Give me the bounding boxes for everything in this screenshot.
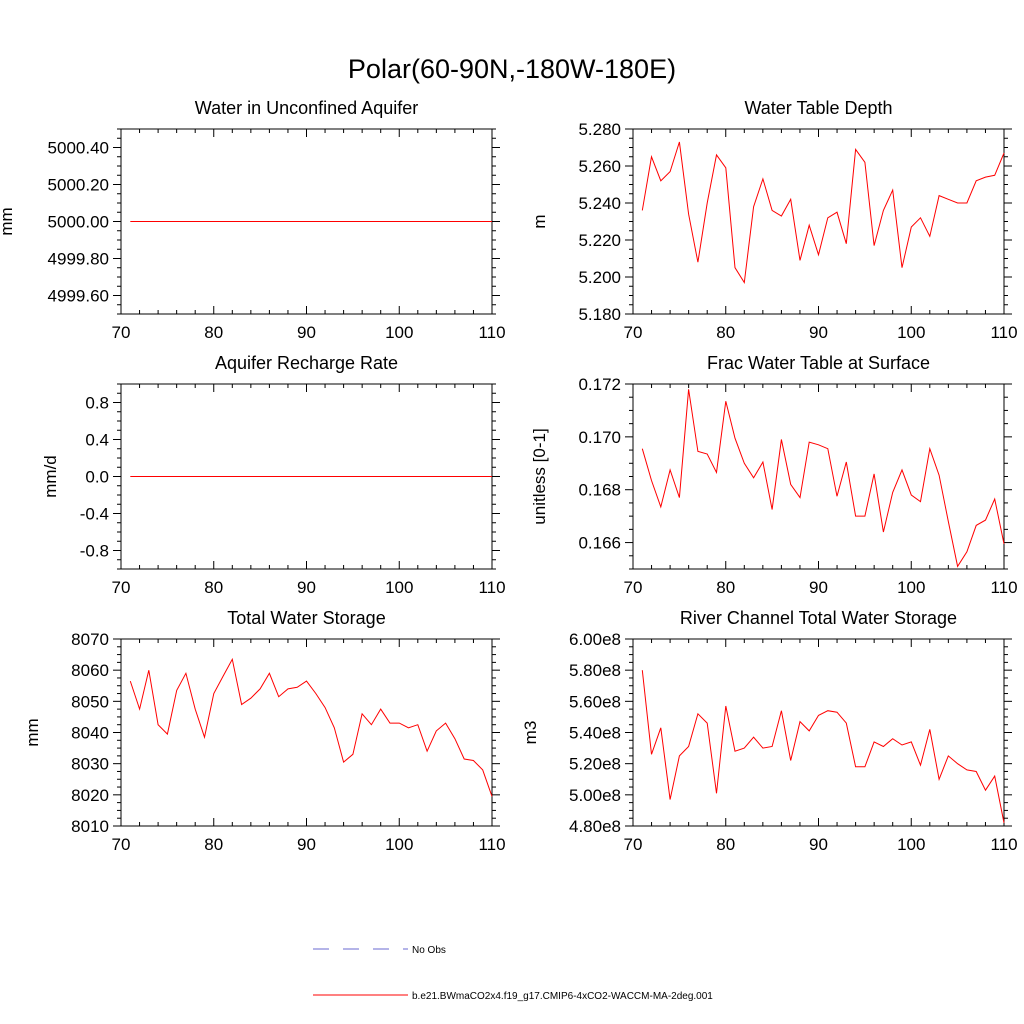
y-tick-label: 5.260 [578, 157, 621, 176]
x-tick-label: 100 [897, 323, 925, 342]
panel-title: Total Water Storage [227, 608, 385, 628]
chart-panel-6: River Channel Total Water Storage 70 80 90 1… [521, 608, 1018, 854]
x-tick-label: 80 [204, 835, 223, 854]
y-axis-label: mm [0, 207, 16, 235]
x-tick-label: 90 [809, 835, 828, 854]
panel-title: Water Table Depth [744, 98, 892, 118]
x-tick-label: 80 [204, 578, 223, 597]
x-tick-label: 70 [624, 323, 643, 342]
legend: No Obs b.e21.BWmaCO2x4.f19_g17.CMIP6-4xC… [313, 945, 713, 1002]
x-tick-label: 80 [716, 323, 735, 342]
y-tick-label: 0.168 [578, 481, 621, 500]
panel-title: Frac Water Table at Surface [707, 353, 930, 373]
y-tick-label: 5.20e8 [569, 755, 621, 774]
y-tick-label: 0.172 [578, 375, 621, 394]
x-tick-label: 90 [297, 835, 316, 854]
x-tick-label: 100 [385, 578, 413, 597]
y-axis-label: mm/d [41, 455, 60, 498]
chart-panel-2: Water Table Depth 70 80 90 100 110 5.180 5.200 5… [530, 98, 1018, 342]
series-line-1 [129, 657, 493, 797]
panel-title: River Channel Total Water Storage [680, 608, 957, 628]
x-tick-label: 90 [297, 578, 316, 597]
y-tick-label: 8010 [71, 817, 109, 836]
y-tick-label: 5.00e8 [569, 786, 621, 805]
x-tick-label: 80 [204, 323, 223, 342]
x-tick-label: 90 [809, 323, 828, 342]
y-tick-label: 5.40e8 [569, 724, 621, 743]
y-tick-label: 0.4 [85, 431, 109, 450]
figure-title: Polar(60-90N,-180W-180E) [348, 54, 676, 84]
y-tick-label: 0.166 [578, 534, 621, 553]
series-line-1 [641, 141, 1005, 284]
chart-panel-1: Water in Unconfined Aquifer 70 80 90 100 110 4… [0, 98, 506, 342]
y-tick-label: 5.240 [578, 194, 621, 213]
chart-panel-5: Total Water Storage 70 80 90 100 110 8010 8020 8… [23, 608, 506, 854]
x-tick-label: 70 [624, 578, 643, 597]
y-tick-label: 5.60e8 [569, 692, 621, 711]
x-tick-label: 100 [897, 835, 925, 854]
y-tick-label: 4999.60 [48, 287, 109, 306]
y-tick-label: 5000.40 [48, 139, 109, 158]
chart-panel-3: Aquifer Recharge Rate 70 80 90 100 110 -0.8 -0.… [41, 353, 506, 597]
y-tick-label: 8030 [71, 755, 109, 774]
series-line-1 [641, 389, 1005, 568]
series-line-1 [641, 670, 1005, 823]
x-tick-label: 110 [478, 578, 505, 597]
y-tick-label: 5.220 [578, 231, 621, 250]
y-tick-label: 0.8 [85, 394, 109, 413]
y-tick-label: 5000.20 [48, 176, 109, 195]
x-tick-label: 80 [716, 835, 735, 854]
y-axis-label: mm [23, 718, 42, 746]
legend-no-obs-label: No Obs [412, 945, 446, 956]
y-tick-label: -0.4 [80, 505, 109, 524]
y-tick-label: 5.180 [578, 305, 621, 324]
y-tick-label: 5000.00 [48, 213, 109, 232]
y-axis-label: m3 [521, 721, 540, 745]
y-tick-label: 6.00e8 [569, 630, 621, 649]
x-tick-label: 70 [112, 835, 131, 854]
y-tick-label: 8070 [71, 630, 109, 649]
x-tick-label: 110 [478, 323, 505, 342]
y-tick-label: 5.280 [578, 120, 621, 139]
x-tick-label: 90 [809, 578, 828, 597]
x-tick-label: 70 [624, 835, 643, 854]
y-tick-label: 0.0 [85, 468, 109, 487]
panel-title: Aquifer Recharge Rate [215, 353, 398, 373]
y-tick-label: 4999.80 [48, 250, 109, 269]
x-tick-label: 100 [385, 323, 413, 342]
panel-title: Water in Unconfined Aquifer [195, 98, 418, 118]
x-tick-label: 110 [990, 835, 1017, 854]
x-tick-label: 110 [990, 323, 1017, 342]
y-tick-label: 5.200 [578, 268, 621, 287]
chart-panel-4: Frac Water Table at Surface 70 80 90 100 110 0… [530, 353, 1018, 597]
x-tick-label: 70 [112, 323, 131, 342]
y-axis-label: m [530, 214, 549, 228]
y-axis-label: unitless [0-1] [530, 428, 549, 524]
y-tick-label: -0.8 [80, 542, 109, 561]
x-tick-label: 80 [716, 578, 735, 597]
x-tick-label: 70 [112, 578, 131, 597]
x-tick-label: 100 [897, 578, 925, 597]
y-tick-label: 8050 [71, 692, 109, 711]
y-tick-label: 8060 [71, 661, 109, 680]
x-tick-label: 100 [385, 835, 413, 854]
chart-panels: Water in Unconfined Aquifer 70 80 90 100 110 4… [0, 98, 1018, 854]
y-tick-label: 8040 [71, 724, 109, 743]
x-tick-label: 90 [297, 323, 316, 342]
y-tick-label: 8020 [71, 786, 109, 805]
legend-model-label: b.e21.BWmaCO2x4.f19_g17.CMIP6-4xCO2-WACC… [412, 991, 713, 1002]
y-tick-label: 0.170 [578, 428, 621, 447]
y-tick-label: 5.80e8 [569, 661, 621, 680]
y-tick-label: 4.80e8 [569, 817, 621, 836]
x-tick-label: 110 [990, 578, 1017, 597]
x-tick-label: 110 [478, 835, 505, 854]
